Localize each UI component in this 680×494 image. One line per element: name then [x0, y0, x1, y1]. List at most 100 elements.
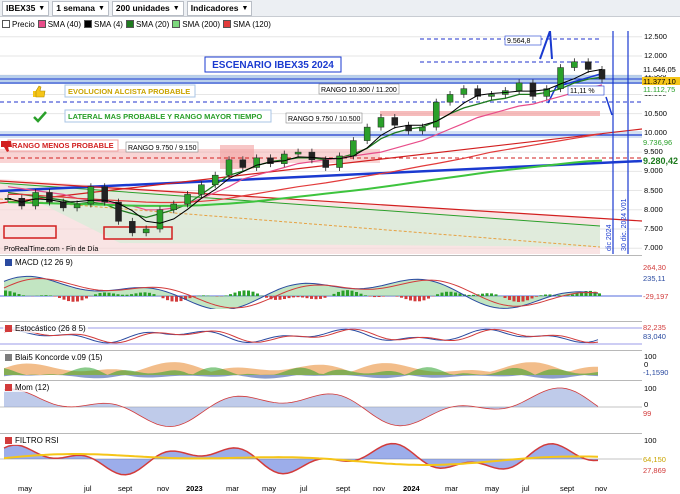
- legend-item-sma120[interactable]: SMA (120): [223, 20, 271, 29]
- macd-histogram-bar: [319, 296, 322, 299]
- legend-swatch-sma120: [223, 20, 232, 28]
- macd-histogram-bar: [247, 290, 250, 296]
- legend-label: SMA (120): [233, 19, 271, 29]
- bull-scenario-box: [64, 84, 196, 98]
- units-selector[interactable]: 200 unidades ▼: [111, 0, 184, 16]
- candle-body: [322, 159, 329, 168]
- time-axis-label: jul: [84, 484, 92, 493]
- breakout-projection: [539, 31, 553, 60]
- rsi-title: FILTRO RSI: [3, 436, 61, 445]
- macd-histogram-bar: [526, 296, 529, 301]
- candle-body: [515, 82, 523, 91]
- legend-item-sma4[interactable]: SMA (4): [84, 20, 123, 29]
- macd-histogram-bar: [193, 296, 196, 297]
- candle-body: [598, 69, 606, 80]
- bull-scenario-text: EVOLUCION ALCISTA PROBABLE: [68, 87, 190, 96]
- price-axis-tick: 10.000: [644, 127, 667, 137]
- symbol-selector[interactable]: IBEX35 ▼: [2, 0, 50, 16]
- momentum-chart[interactable]: [0, 381, 642, 433]
- macd-histogram-bar: [229, 294, 232, 296]
- macd-histogram-bar: [53, 296, 57, 297]
- scenario-title: ESCENARIO IBEX35 2024: [212, 60, 334, 71]
- macd-histogram-bar: [436, 294, 439, 296]
- legend-item-sma20[interactable]: SMA (20): [125, 20, 169, 29]
- legend-label: SMA (200): [182, 19, 221, 29]
- channel-line: [0, 198, 601, 248]
- candle-body: [60, 201, 67, 209]
- macd-histogram-bar: [535, 296, 538, 297]
- value-tag: 99: [643, 409, 652, 418]
- macd-histogram-bar: [364, 295, 367, 296]
- chevron-down-icon: ▼: [97, 4, 105, 12]
- time-axis-label: mar: [226, 484, 239, 493]
- macd-histogram-bar: [152, 294, 156, 296]
- axis-tick: 0: [644, 360, 649, 369]
- stochastic-title: Estocástico (26 8 5): [3, 324, 88, 333]
- indicator-swatch: [5, 259, 12, 266]
- legend-swatch-sma200: [172, 20, 181, 28]
- chevron-down-icon: ▼: [172, 4, 180, 12]
- macd-histogram-bar: [368, 296, 372, 297]
- rsi-chart[interactable]: [0, 434, 642, 484]
- indicators-button[interactable]: Indicadores ▼: [186, 0, 253, 16]
- value-tag: -29,197: [643, 292, 669, 301]
- macd-chart[interactable]: [0, 256, 642, 309]
- rsi-axis: 100 64,150 27,869: [642, 433, 680, 483]
- candle-body: [419, 126, 426, 132]
- macd-histogram-bar: [485, 293, 489, 296]
- macd-histogram-bar: [166, 296, 169, 301]
- candle-body: [363, 126, 371, 141]
- value-tag: 27,869: [643, 466, 666, 475]
- time-axis-label: sept: [560, 484, 575, 493]
- period-selector[interactable]: 1 semana ▼: [52, 0, 109, 16]
- legend-item-sma200[interactable]: SMA (200): [172, 20, 220, 29]
- price-axis-tick: 12.000: [644, 50, 667, 60]
- legend-item-price[interactable]: Precio: [2, 20, 35, 29]
- macd-histogram-bar: [278, 296, 282, 300]
- macd-histogram-bar: [85, 296, 88, 299]
- macd-histogram-bar: [310, 296, 313, 299]
- panel-title-text: Mom (12): [15, 383, 50, 392]
- candle-body: [46, 192, 53, 203]
- price-tag: 11.112,75: [642, 85, 680, 96]
- indicators-label: Indicadores: [190, 3, 239, 13]
- macd-histogram-bar: [242, 290, 246, 296]
- macd-histogram-bar: [400, 296, 403, 298]
- macd-histogram-bar: [130, 294, 133, 296]
- macd-histogram-bar: [521, 296, 525, 302]
- value-tag: 64,150: [643, 455, 666, 464]
- resistance-box: [220, 145, 254, 169]
- macd-histogram-bar: [539, 295, 543, 296]
- projection-arrow: [547, 72, 605, 104]
- series-line-sma-4: [7, 68, 603, 224]
- macd-histogram-bar: [413, 296, 417, 302]
- price-axis-tick: 11.500: [644, 70, 667, 80]
- stochastic-d-line: [3, 328, 599, 344]
- macd-histogram-bar: [418, 296, 421, 302]
- stochastic-chart[interactable]: [0, 322, 642, 350]
- candle-body: [432, 101, 440, 128]
- time-axis-label: jul: [522, 484, 530, 493]
- chevron-down-icon: ▼: [38, 4, 46, 12]
- macd-histogram-bar: [494, 294, 498, 296]
- momentum-axis: 100 0 99: [642, 380, 680, 432]
- macd-histogram-bar: [422, 296, 426, 301]
- koncorde-chart[interactable]: [0, 351, 642, 380]
- candle-body: [377, 117, 385, 128]
- range-mid-text: RANGO 9.750 / 10.500: [288, 116, 360, 123]
- legend-item-sma40[interactable]: SMA (40): [37, 20, 81, 29]
- panel-title-text: Blai5 Koncorde v.09 (15): [15, 353, 103, 362]
- candle-body: [488, 94, 495, 97]
- macd-histogram-bar: [427, 296, 430, 299]
- koncorde-title: Blai5 Koncorde v.09 (15): [3, 353, 105, 362]
- macd-histogram-bar: [458, 293, 462, 296]
- koncorde-panel: Blai5 Koncorde v.09 (15): [0, 350, 642, 380]
- candle-body: [557, 67, 564, 89]
- panel-title-text: FILTRO RSI: [15, 436, 59, 445]
- macd-histogram-bar: [350, 290, 354, 296]
- candle-body: [73, 203, 81, 209]
- price-chart[interactable]: ESCENARIO IBEX35 2024 EVOLUCION ALCISTA …: [0, 31, 642, 254]
- momentum-title: Mom (12): [3, 383, 52, 392]
- koncorde-green-area: [4, 367, 598, 375]
- projection-arrow: [605, 96, 613, 116]
